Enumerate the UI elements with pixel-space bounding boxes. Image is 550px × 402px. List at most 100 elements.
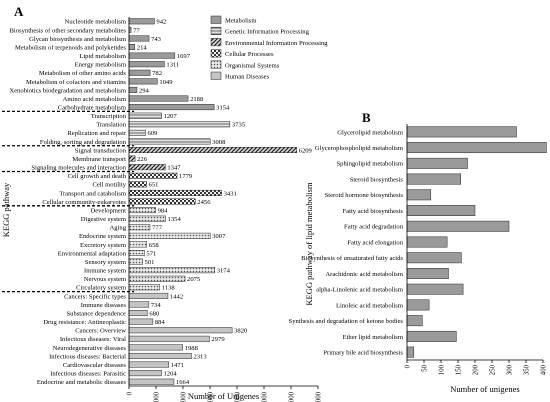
bar-36	[128, 318, 154, 325]
x-tick-label: 6000	[289, 391, 296, 402]
panel-a-letter: A	[14, 4, 24, 19]
bar-29	[128, 258, 143, 265]
bar-3	[128, 35, 150, 42]
category-label: Folding, sorting and degradation	[40, 139, 127, 146]
bar-41	[128, 361, 169, 368]
bar-38	[128, 335, 210, 342]
legend-swatch	[210, 60, 222, 69]
x-tick-label: 350	[524, 364, 531, 375]
x-tick-label: 7000	[316, 391, 323, 402]
category-label: Infectious diseases: Bacterial	[49, 353, 126, 360]
legend-label: Human Diseases	[225, 74, 270, 81]
value-label: 2075	[187, 276, 201, 283]
panel-b-letter: B	[362, 110, 371, 125]
bar-b-3	[406, 157, 468, 169]
value-label: 2313	[193, 353, 207, 360]
y-axis-title: KEGG pathway	[1, 182, 11, 237]
category-label: Signal transduction	[75, 147, 127, 154]
bar-20	[128, 181, 147, 188]
value-label: 2979	[211, 336, 225, 343]
bar-27	[128, 241, 148, 248]
bar-b-2	[406, 142, 547, 154]
category-label: Amino acid metabolism	[63, 96, 127, 103]
category-label: Excretory system	[80, 242, 127, 249]
value-label: 571	[146, 250, 156, 257]
bar-34	[128, 301, 150, 308]
value-label: 77	[133, 27, 140, 34]
bar-22	[128, 198, 196, 205]
category-label: Endocrine system	[79, 233, 127, 240]
bar-43	[128, 378, 175, 385]
x-tick-label: 4000	[235, 391, 242, 402]
category-label: Neurodegenerative diseases	[53, 345, 127, 352]
bar-5	[128, 52, 176, 59]
x-tick-label: 5000	[262, 391, 269, 402]
category-label: Biosynthesis of other secondary metaboli…	[10, 27, 127, 34]
category-label: Metabolism of cofactors and vitamins	[26, 79, 126, 86]
category-label: alpha-Linolenic acid metabolism	[316, 287, 404, 294]
legend-label: Genetic Information Processing	[225, 29, 310, 36]
bar-12	[128, 112, 162, 119]
bar-1	[128, 18, 155, 25]
value-label: 609	[147, 130, 158, 137]
value-label: 743	[151, 36, 162, 43]
bar-23	[128, 207, 156, 214]
bar-28	[128, 249, 145, 256]
value-label: 226	[137, 156, 148, 163]
bar-13	[128, 121, 231, 128]
category-label: Cancers: Overview	[75, 328, 126, 335]
value-label: 1354	[168, 216, 182, 223]
bar-b-7	[406, 220, 510, 232]
bar-8	[128, 78, 158, 85]
bar-6	[128, 61, 165, 68]
bar-32	[128, 284, 160, 291]
category-label: Infectious diseases: Parasitic	[50, 371, 126, 378]
category-label: Cell growth and death	[68, 173, 127, 180]
category-label: Ether lipid metabolism	[343, 334, 404, 341]
value-label: 3008	[212, 139, 226, 146]
category-label: Digestive system	[81, 216, 127, 223]
category-label: Steroid hormone biosynthesis	[325, 192, 404, 199]
legend-swatch	[210, 26, 222, 35]
x-tick-label: 50	[422, 364, 429, 371]
x-tick-label: 3000	[208, 391, 215, 402]
value-label: 1347	[167, 165, 181, 172]
value-label: 3820	[234, 328, 248, 335]
category-label: Fatty acid biosynthesis	[343, 208, 404, 215]
category-label: Circulatory system	[76, 285, 127, 292]
bar-b-5	[406, 189, 432, 201]
category-label: Lipid metabolism	[79, 53, 127, 60]
value-label: 1988	[185, 345, 199, 352]
x-tick-label: 300	[507, 364, 514, 375]
value-label: 1207	[164, 113, 178, 120]
value-label: 2456	[197, 199, 211, 206]
x-tick-label: 400	[541, 364, 548, 375]
value-label: 3174	[217, 268, 231, 275]
panel-a: A Nucleotide metabolism 942 Biosynthesis of…	[1, 4, 328, 402]
category-label: Sensory system	[85, 259, 127, 266]
category-label: Glycerolipid metabolism	[337, 129, 404, 136]
value-label: 884	[155, 319, 166, 326]
category-label: Signaling molecules and interaction	[31, 165, 126, 172]
bar-b-15	[406, 346, 415, 358]
value-label: 6209	[299, 147, 313, 154]
x-tick-label: 100	[439, 364, 446, 375]
category-label: Immune diseases	[81, 302, 127, 309]
value-label: 1697	[177, 53, 191, 60]
bar-18	[128, 164, 166, 171]
bar-b-12	[406, 299, 430, 311]
value-label: 1471	[171, 362, 184, 369]
bar-17	[128, 155, 136, 162]
value-label: 501	[145, 259, 155, 266]
x-tick-label: 200	[473, 364, 480, 375]
category-label: Membrane transport	[72, 156, 126, 163]
bar-39	[128, 344, 183, 351]
category-label: Endocrine and metabolic diseases	[37, 379, 127, 386]
category-label: Transcription	[91, 113, 127, 120]
bar-42	[128, 370, 162, 377]
category-label: Glycan biosynthesis and metabolism	[29, 36, 127, 43]
legend-swatch	[210, 49, 222, 58]
value-label: 1442	[170, 293, 183, 300]
category-label: Carbohydrate metabolism	[58, 105, 127, 112]
value-label: 1664	[176, 379, 190, 386]
